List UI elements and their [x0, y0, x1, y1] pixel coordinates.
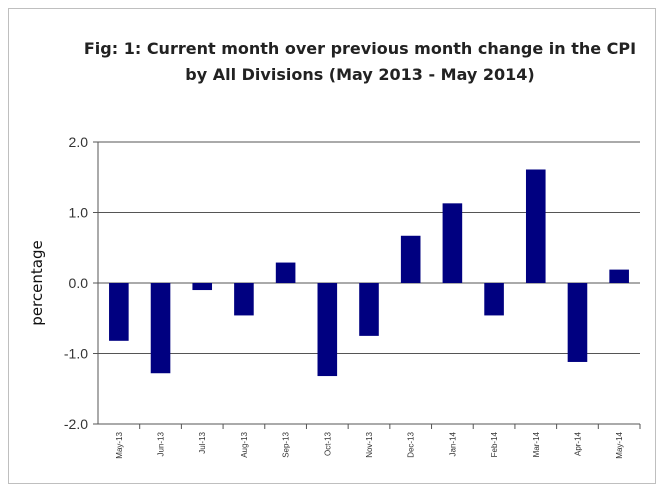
x-tick-label: Aug-13	[240, 431, 249, 457]
x-tick-label: Mar-14	[532, 431, 541, 457]
bars	[109, 169, 629, 377]
y-tick-label: -2.0	[64, 416, 88, 432]
y-tick-label: 1.0	[69, 205, 89, 221]
chart-title-line1: Fig: 1: Current month over previous mont…	[83, 39, 637, 58]
chart-frame	[8, 8, 656, 484]
x-tick-label: Feb-14	[490, 431, 499, 457]
chart-title: Fig: 1: Current month over previous mont…	[60, 36, 660, 88]
bar	[359, 283, 379, 336]
bar	[234, 283, 254, 316]
y-tick-label: 0.0	[69, 275, 89, 291]
x-tick-label: Jun-13	[157, 431, 166, 456]
bar	[400, 235, 421, 283]
x-tick-label: Jul-13	[198, 431, 207, 453]
chart-title-line2: by All Divisions (May 2013 - May 2014)	[185, 65, 535, 84]
x-tick-label: May-13	[115, 431, 124, 458]
bar	[150, 283, 171, 374]
bar	[484, 283, 504, 316]
axes	[93, 141, 641, 429]
bar	[275, 262, 296, 283]
x-tick-label: Sep-13	[282, 431, 291, 457]
y-tick-label: -1.0	[64, 346, 88, 362]
x-tick-label: Oct-13	[323, 431, 332, 456]
x-tick-label: May-14	[615, 431, 624, 458]
bar	[442, 203, 463, 283]
x-tick-label: Dec-13	[407, 431, 416, 457]
y-tick-label: 2.0	[69, 134, 89, 150]
x-tick-label: Apr-14	[573, 431, 582, 456]
bar	[192, 283, 213, 291]
bar	[567, 283, 588, 362]
x-tick-label: Nov-13	[365, 431, 374, 457]
labels: 2.0 1.0 0.0 -1.0 -2.0 May-13 Jun-13 Jul-13 Aug-1…	[64, 134, 624, 459]
bar	[109, 283, 129, 341]
y-axis-label: percentage	[28, 240, 46, 325]
bar	[609, 269, 629, 283]
x-tick-label: Jan-14	[448, 431, 457, 456]
bar	[525, 169, 546, 283]
bar	[317, 283, 338, 377]
